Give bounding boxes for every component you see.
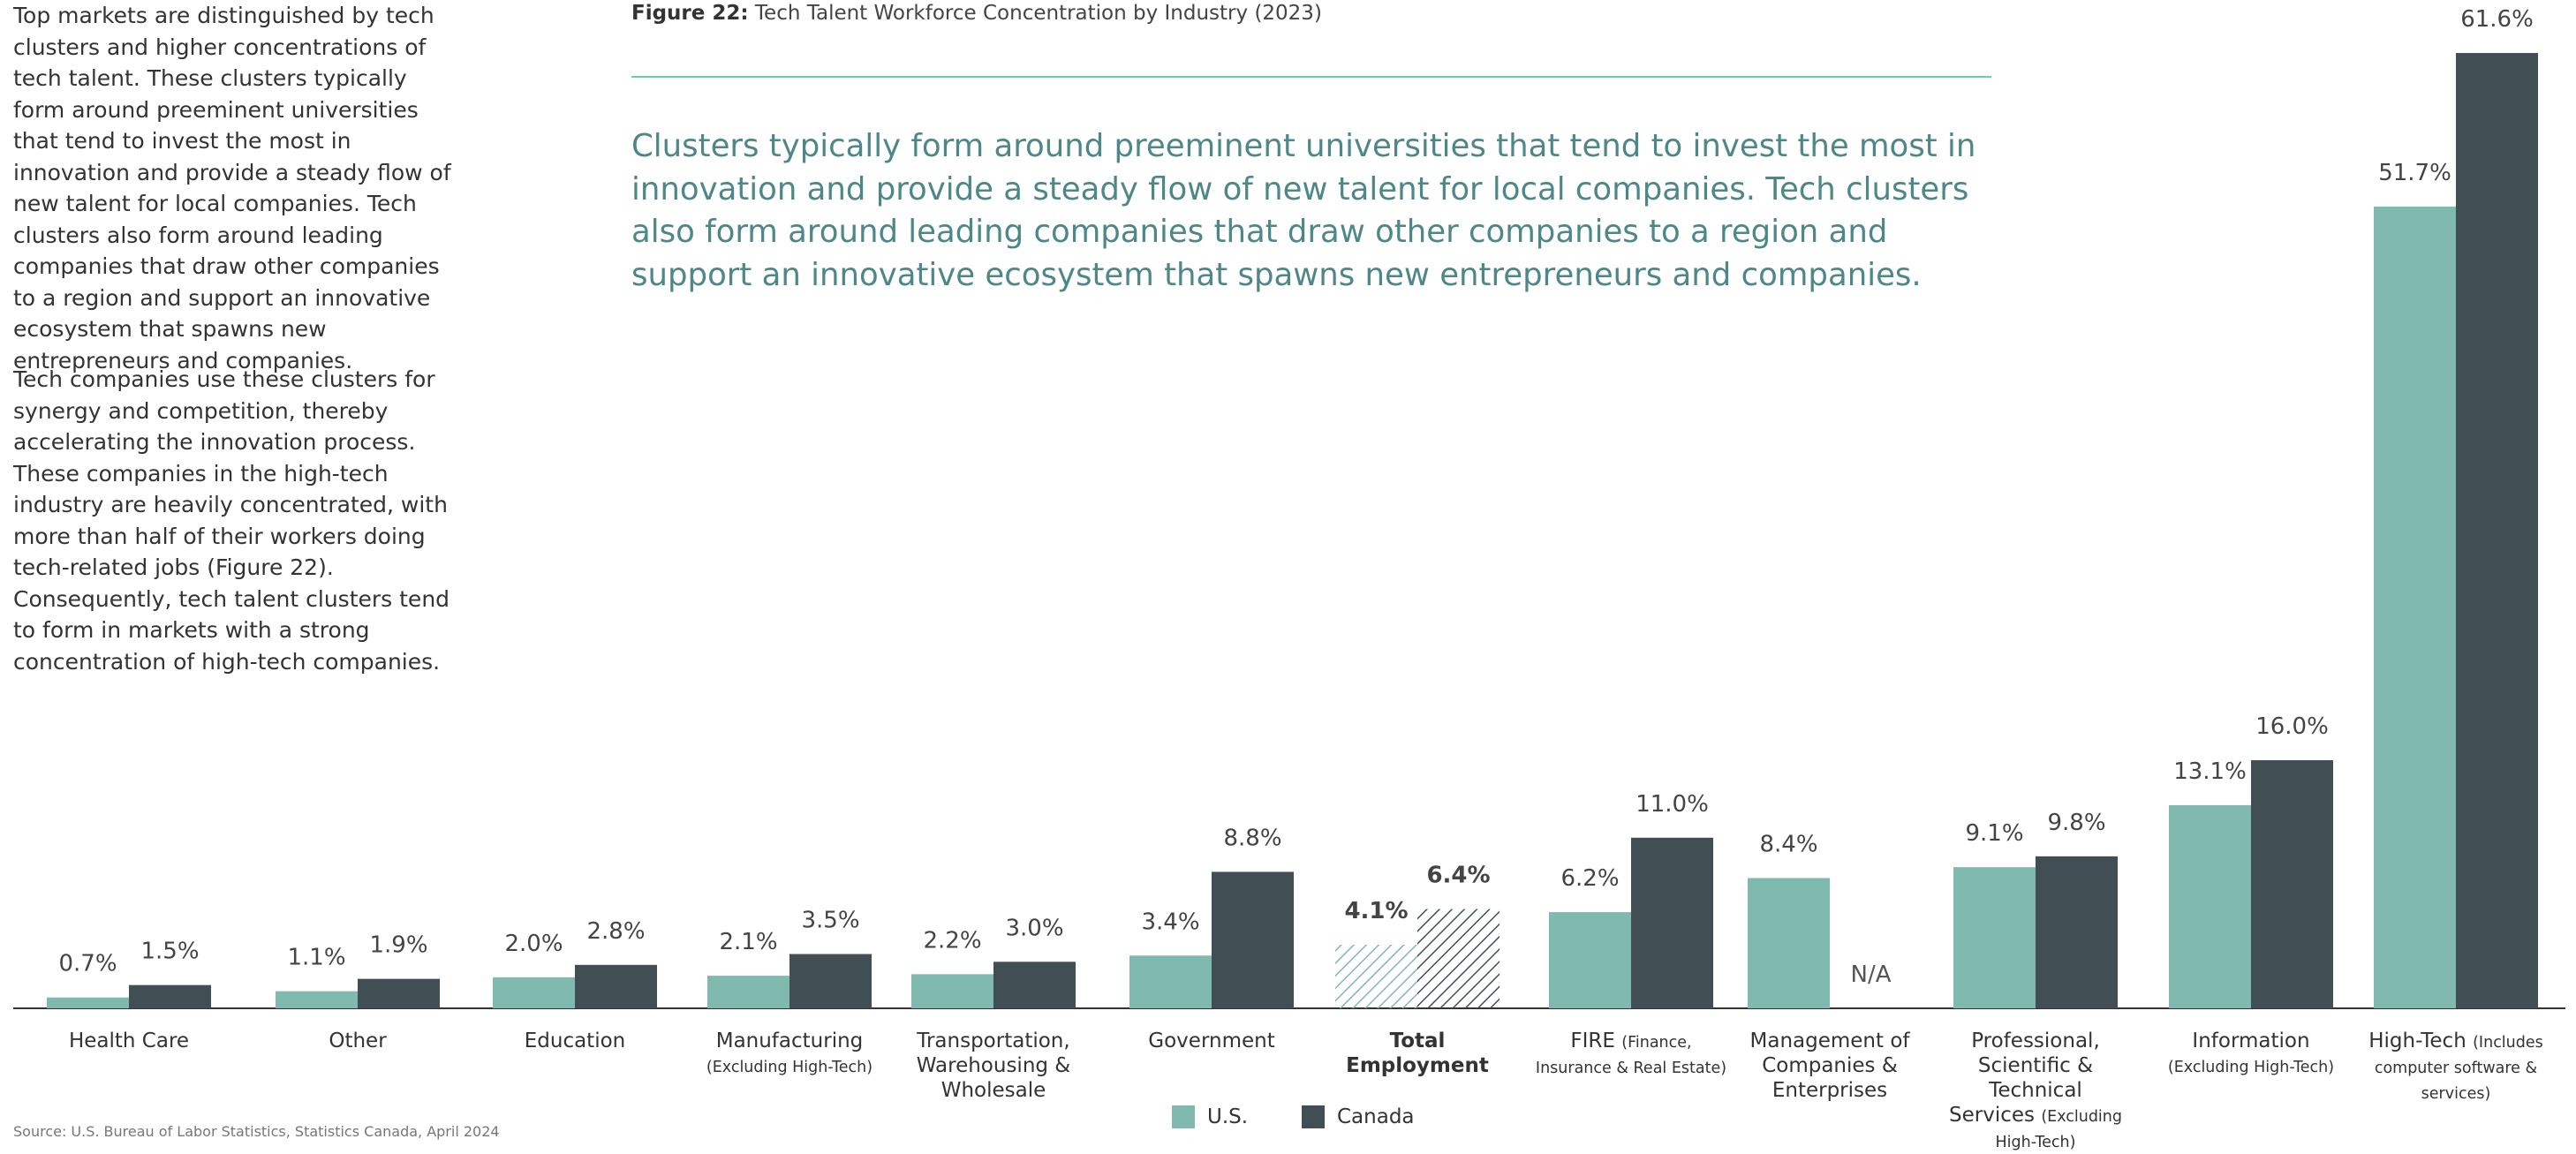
x-tick-label: FIRE (Finance, Insurance & Real Estate) <box>1534 1029 1728 1080</box>
value-label: 61.6% <box>2460 6 2534 33</box>
bar <box>1748 878 1830 1008</box>
x-tick-label: Transportation, Warehousing & Wholesale <box>896 1029 1091 1103</box>
value-label: 6.4% <box>1426 863 1490 889</box>
value-label: 6.2% <box>1560 865 1619 892</box>
x-tick-label: Total Employment <box>1320 1029 1515 1078</box>
category-name: High-Tech <box>2368 1030 2466 1052</box>
x-tick-label: Other <box>261 1029 455 1053</box>
value-label: 16.0% <box>2255 713 2329 740</box>
bar <box>2251 759 2333 1008</box>
source-note: Source: U.S. Bureau of Labor Statistics,… <box>13 1123 500 1140</box>
figure-caption: Figure 22: Tech Talent Workforce Concent… <box>631 2 1322 25</box>
value-label: 2.1% <box>719 929 777 955</box>
bar <box>1335 944 1417 1008</box>
bar <box>1212 871 1294 1008</box>
bar <box>2169 804 2251 1008</box>
value-label: 1.9% <box>369 932 427 959</box>
value-label: 4.1% <box>1344 898 1408 924</box>
value-label: N/A <box>1851 962 1892 988</box>
bar <box>789 954 872 1008</box>
bar <box>2456 53 2538 1009</box>
bar <box>47 997 129 1008</box>
bar <box>493 977 575 1008</box>
bar <box>707 976 789 1008</box>
x-tick-label: Professional, Scientific & Technical Ser… <box>1947 1029 2124 1154</box>
value-label: 2.2% <box>923 927 981 954</box>
legend-item: U.S. <box>1172 1105 1248 1128</box>
x-tick-label: Education <box>478 1029 672 1053</box>
value-label: 3.4% <box>1141 909 1199 935</box>
legend-label: U.S. <box>1207 1105 1249 1128</box>
value-label: 13.1% <box>2173 758 2247 785</box>
divider <box>631 76 1991 78</box>
bar <box>1417 909 1500 1008</box>
figure-label: Figure 22: <box>631 2 749 25</box>
bar <box>2036 856 2118 1008</box>
category-name: Manufacturing <box>715 1030 864 1052</box>
bar <box>1631 837 1713 1008</box>
bar <box>911 974 993 1008</box>
bar <box>2374 206 2456 1008</box>
value-label: 8.4% <box>1759 831 1817 857</box>
category-note: (Finance, Insurance & Real Estate) <box>1535 1034 1727 1077</box>
pull-quote: Clusters typically form around preeminen… <box>631 128 1976 293</box>
category-name: Health Care <box>68 1030 190 1052</box>
bar <box>129 984 211 1008</box>
paragraph: Tech companies use these clusters for sy… <box>13 366 450 675</box>
value-label: 1.5% <box>140 939 199 965</box>
category-name: Information <box>2192 1030 2310 1052</box>
category-name: FIRE <box>1570 1030 1615 1052</box>
value-label: 3.0% <box>1005 915 1063 941</box>
value-label: 0.7% <box>58 951 117 977</box>
value-label: 1.1% <box>287 945 345 971</box>
category-name: Total Employment <box>1346 1030 1489 1077</box>
x-tick-label: Government <box>1114 1029 1309 1053</box>
bar <box>276 991 358 1008</box>
category-note: (Excluding High-Tech) <box>2167 1059 2335 1076</box>
value-label: 9.1% <box>1965 820 2023 847</box>
bar <box>1129 955 1212 1008</box>
value-label: 2.0% <box>504 931 563 957</box>
bar <box>575 964 657 1008</box>
paragraph: Top markets are distinguished by tech cl… <box>13 3 451 373</box>
x-tick-label: High-Tech (Includes computer software & … <box>2359 1029 2553 1105</box>
legend-swatch <box>1302 1105 1325 1128</box>
bar <box>993 962 1076 1008</box>
chart-title: Tech Talent Workforce Concentration by I… <box>754 2 1322 25</box>
value-label: 11.0% <box>1635 791 1709 818</box>
category-name: Transportation, Warehousing & Wholesale <box>916 1030 1071 1102</box>
value-label: 8.8% <box>1223 825 1281 851</box>
chart: 0.7% 1.5% 1.1% 1.9% 2.0% 2.8% 2.1% 3.5% 2.2% 3.0%… <box>13 6 2565 1009</box>
category-name: Professional, Scientific & Technical Ser… <box>1949 1030 2100 1127</box>
bar <box>1549 912 1631 1008</box>
bar <box>1953 867 2036 1008</box>
x-tick-label: Manufacturing (Excluding High-Tech) <box>692 1029 887 1079</box>
bar <box>358 978 440 1008</box>
legend-swatch <box>1172 1105 1195 1128</box>
legend-item: Canada <box>1302 1105 1415 1128</box>
category-name: Government <box>1148 1030 1275 1052</box>
category-note: (Includes computer software & services) <box>2374 1034 2543 1103</box>
category-name: Management of Companies & Enterprises <box>1749 1030 1910 1102</box>
legend-label: Canada <box>1337 1105 1415 1128</box>
value-label: 9.8% <box>2047 810 2105 836</box>
value-label: 2.8% <box>586 918 645 945</box>
value-label: 3.5% <box>801 908 859 934</box>
x-tick-label: Health Care <box>32 1029 226 1053</box>
x-tick-label: Information (Excluding High-Tech) <box>2154 1029 2348 1079</box>
x-tick-label: Management of Companies & Enterprises <box>1741 1029 1918 1103</box>
category-name: Other <box>329 1030 387 1052</box>
category-note: (Excluding High-Tech) <box>706 1059 873 1076</box>
category-name: Education <box>524 1030 626 1052</box>
value-label: 51.7% <box>2378 160 2451 186</box>
page: Top markets are distinguished by tech cl… <box>13 2 2565 1151</box>
